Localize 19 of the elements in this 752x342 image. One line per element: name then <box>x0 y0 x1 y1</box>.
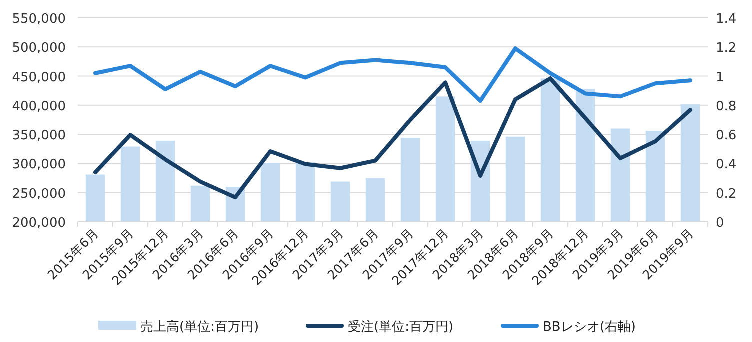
y2-tick-label: 0.6 <box>716 128 737 144</box>
y2-tick-label: 1 <box>716 70 724 86</box>
legend-label: BBレシオ(右軸) <box>543 320 636 335</box>
y2-tick-label: 0 <box>716 216 724 231</box>
y-tick-label: 300,000 <box>12 158 66 173</box>
y-tick-label: 400,000 <box>12 99 66 114</box>
y-tick-label: 250,000 <box>12 186 66 202</box>
y2-tick-label: 1.2 <box>716 41 737 56</box>
y-tick-label: 200,000 <box>12 216 66 231</box>
y2-tick-label: 0.4 <box>716 158 737 173</box>
y-tick-label: 350,000 <box>12 128 66 144</box>
legend-label: 受注(単位:百万円) <box>348 320 454 335</box>
y2-tick-label: 1.4 <box>716 12 737 27</box>
y2-tick-label: 0.8 <box>716 99 737 114</box>
legend-label: 売上高(単位:百万円) <box>140 319 260 335</box>
y-tick-label: 450,000 <box>12 70 66 86</box>
y-tick-label: 550,000 <box>12 12 66 27</box>
y2-tick-label: 0.2 <box>716 186 737 202</box>
y-tick-label: 500,000 <box>12 41 66 56</box>
